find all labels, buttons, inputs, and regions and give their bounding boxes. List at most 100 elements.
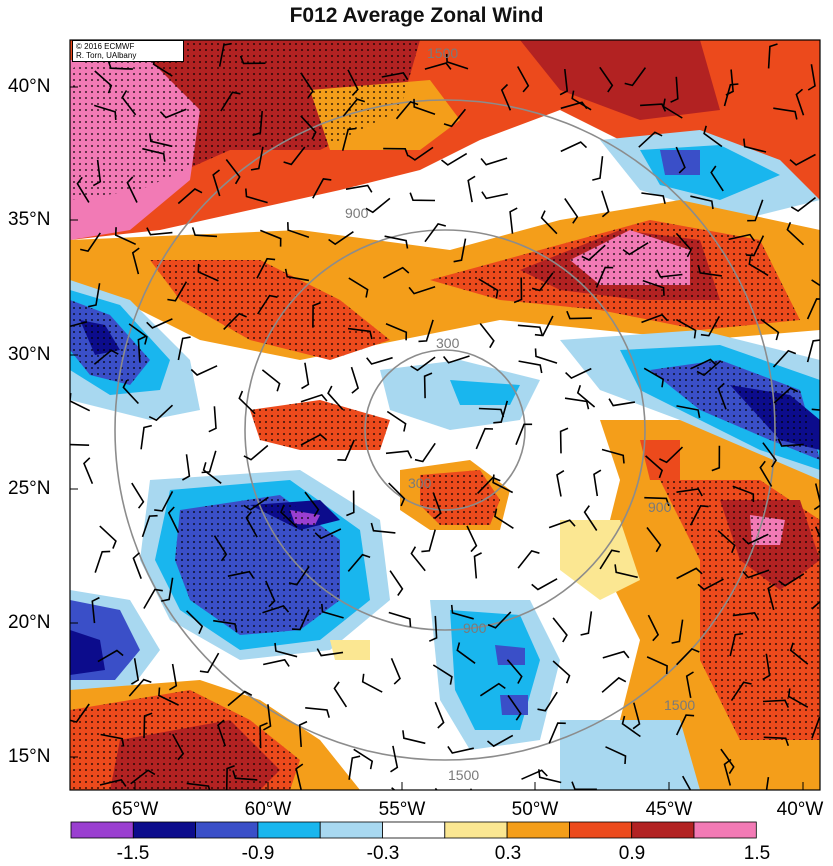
wind-barb: [328, 231, 354, 246]
wind-barb: [732, 485, 755, 503]
wind-barb: [466, 525, 478, 553]
wind-barb: [690, 358, 717, 370]
wind-barb: [518, 360, 543, 374]
wind-barb: [697, 578, 724, 591]
wind-barb: [748, 256, 769, 277]
wind-barb: [441, 152, 468, 166]
wind-barb: [142, 147, 166, 162]
wind-barb: [445, 53, 469, 70]
wind-barb: [414, 442, 436, 463]
wind-barb: [245, 511, 258, 538]
wind-barb: [70, 443, 90, 446]
wind-barb: [743, 138, 767, 153]
wind-barb: [516, 66, 530, 93]
wind-barb: [763, 736, 790, 747]
wind-barb: [632, 702, 641, 730]
wind-barb: [137, 335, 146, 362]
wind-barb: [191, 227, 218, 238]
wind-barb: [350, 366, 360, 394]
wind-barb: [811, 279, 820, 287]
wind-barb: [70, 703, 90, 723]
wind-barb: [478, 278, 499, 299]
wind-barb: [167, 281, 188, 302]
wind-barb: [813, 483, 820, 511]
wind-barb: [675, 146, 686, 174]
wind-barb: [407, 146, 434, 161]
wind-barb: [202, 462, 222, 484]
wind-barb: [288, 565, 310, 586]
colorbar-label: -0.3: [366, 843, 400, 864]
wind-field: [70, 40, 820, 815]
wind-barb: [239, 55, 266, 65]
wind-barb: [790, 196, 816, 212]
wind-barb: [182, 454, 191, 481]
lat-label-40n: 40°N: [8, 76, 51, 97]
colorbar-swatch: [382, 821, 446, 839]
wind-barb: [83, 457, 94, 485]
colorbar-label: -0.9: [241, 843, 275, 864]
wind-barb: [423, 372, 433, 399]
wind-barb: [348, 755, 361, 780]
wind-barb: [287, 222, 310, 239]
colorbar-swatch: [70, 821, 134, 839]
colorbar-swatch: [319, 821, 383, 839]
wind-barb: [475, 427, 494, 450]
wind-barb: [671, 619, 684, 644]
ring-label-1500: 1500: [664, 697, 695, 713]
wind-barb: [593, 469, 602, 497]
wind-barb: [481, 191, 508, 200]
colorbar-label: -1.5: [116, 843, 150, 864]
wind-barb: [131, 482, 145, 509]
wind-barbs: [70, 42, 820, 815]
ring-label-900: 900: [345, 205, 369, 221]
wind-barb: [365, 197, 391, 214]
wind-barb: [500, 83, 512, 111]
wind-barb: [685, 671, 694, 699]
wind-barb: [559, 69, 569, 96]
lon-label-50w: 50°W: [511, 799, 559, 820]
wind-barb: [345, 184, 373, 193]
wind-barb: [91, 596, 100, 624]
wind-barb: [467, 175, 476, 203]
wind-barb: [382, 266, 410, 279]
wind-barb: [93, 349, 119, 365]
wind-barb: [126, 176, 138, 203]
wind-barb: [583, 505, 598, 531]
wind-barb: [99, 778, 127, 787]
lat-label-30n: 30°N: [8, 344, 51, 365]
wind-barb: [676, 647, 700, 666]
wind-barb: [747, 199, 764, 222]
wind-barb: [630, 790, 637, 815]
wind-barb: [300, 433, 328, 446]
wind-barb: [243, 444, 269, 461]
wind-barb: [697, 264, 723, 277]
wind-barb: [213, 619, 238, 633]
wind-barb: [70, 321, 88, 328]
wind-barb: [509, 207, 518, 234]
colorbar-swatch: [631, 821, 695, 839]
wind-barb: [480, 157, 508, 166]
wind-barb: [479, 323, 495, 349]
wind-barb: [642, 279, 665, 296]
wind-barb: [201, 450, 217, 474]
wind-barb: [312, 301, 321, 328]
wind-barb: [128, 678, 152, 697]
wind-barb: [428, 615, 438, 642]
wind-barb: [386, 410, 407, 432]
wind-barb: [656, 269, 683, 278]
wind-barb: [100, 733, 125, 747]
wind-barb: [765, 776, 770, 790]
wind-barb: [389, 570, 404, 596]
wind-barb: [161, 577, 174, 602]
wind-barb: [327, 385, 344, 411]
wind-barb: [662, 98, 683, 119]
wind-barb: [154, 491, 174, 512]
wind-barb: [576, 385, 596, 408]
ring-label-900: 900: [648, 499, 672, 515]
wind-barb: [316, 648, 344, 657]
wind-barb: [94, 550, 111, 573]
colorbar-swatch: [444, 821, 508, 839]
wind-barb: [432, 492, 442, 519]
wind-barb: [158, 687, 179, 706]
wind-barb: [143, 588, 163, 609]
